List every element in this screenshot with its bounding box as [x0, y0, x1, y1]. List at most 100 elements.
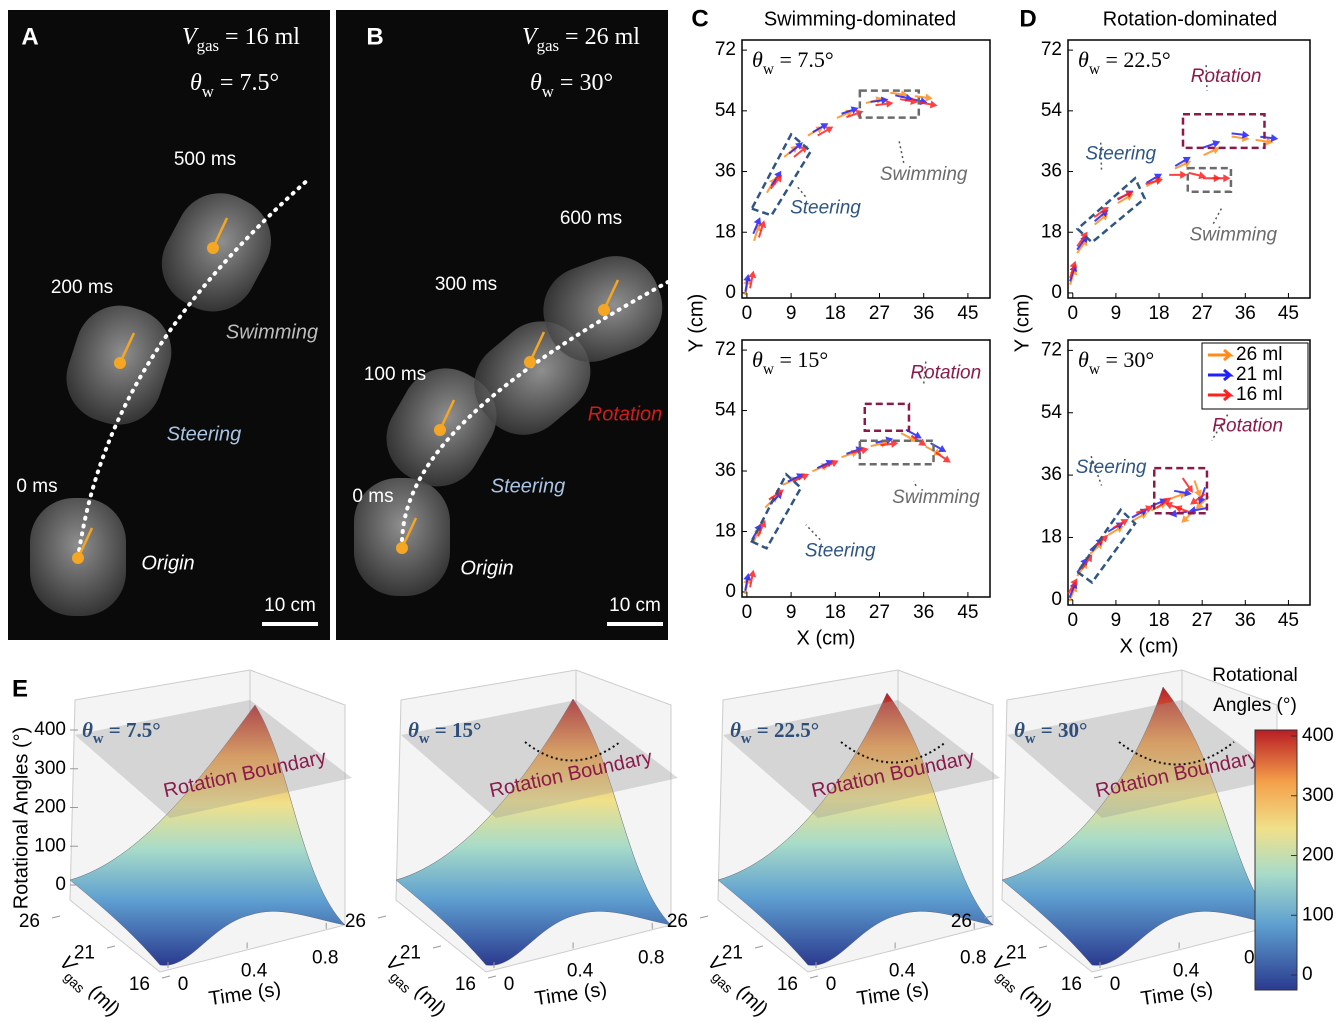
region-label: Steering [790, 198, 861, 219]
v-tick [1039, 946, 1047, 948]
x-tick-label: 36 [1235, 610, 1256, 631]
y-tick-label: 36 [1041, 464, 1062, 485]
t-tick-label: 0.4 [241, 961, 268, 982]
phase-label: Origin [141, 552, 194, 574]
y-tick-label: 54 [1041, 402, 1063, 423]
value-text: = 7.5° [774, 47, 834, 72]
y-tick-label: 54 [1041, 100, 1063, 121]
panel-label: B [366, 23, 383, 50]
x-tick-label: 45 [957, 602, 978, 623]
symbol: θ [730, 718, 741, 742]
t-tick-label: 0.8 [312, 947, 338, 968]
value-text: = 7.5° [104, 718, 161, 742]
x-tick-label: 36 [1235, 303, 1256, 324]
region-label: Swimming [880, 164, 968, 185]
panel-label: C [691, 5, 708, 32]
x-tick-label: 27 [869, 602, 890, 623]
t-tick-label: 0.4 [889, 961, 916, 982]
v-tick-label: 16 [455, 974, 476, 995]
x-tick-label: 18 [1148, 610, 1169, 631]
y-tick-label: 0 [725, 282, 736, 303]
symbol: θ [1078, 347, 1089, 372]
colorbar-tick-label: 400 [1302, 725, 1334, 746]
time-label: 500 ms [174, 149, 236, 170]
y-axis-label: Y (cm) [1011, 294, 1033, 353]
v-tick-label: 26 [951, 911, 972, 932]
t-tick-label: 0.8 [960, 947, 986, 968]
x-axis-label: X (cm) [1120, 635, 1179, 657]
x-tick-label: 36 [913, 602, 934, 623]
region-label: Steering [1085, 144, 1156, 165]
z-axis-label: Rotational Angles (°) [10, 727, 32, 910]
region-label: Rotation [910, 363, 981, 384]
y-tick-label: 36 [715, 161, 736, 182]
value-text: = 30° [1100, 347, 1154, 372]
y-tick-label: 18 [1041, 221, 1062, 242]
x-tick-label: 18 [1148, 303, 1169, 324]
z-tick-label: 0 [55, 874, 66, 895]
region-label: Swimming [1190, 225, 1278, 246]
y-tick-label: 18 [1041, 526, 1062, 547]
region-label: Steering [1076, 457, 1147, 478]
time-label: 300 ms [435, 274, 497, 295]
x-axis-label: X (cm) [797, 627, 856, 649]
y-axis-label: Y (cm) [685, 294, 707, 353]
subscript: w [202, 82, 215, 101]
phase-label: Origin [460, 557, 513, 579]
subscript: w [93, 731, 104, 747]
y-tick-label: 18 [715, 521, 736, 542]
symbol: θ [1014, 718, 1025, 742]
v-tick [755, 946, 763, 948]
scale-label: 10 cm [264, 595, 316, 616]
t-axis-label: Time (s) [1139, 978, 1214, 1010]
panel-heading: Rotation-dominated [1103, 8, 1278, 30]
colorbar-tick-label: 200 [1302, 845, 1334, 866]
y-tick-label: 72 [1041, 339, 1062, 360]
value-text: = 15° [774, 347, 828, 372]
x-tick-label: 0 [742, 602, 753, 623]
x-tick-label: 9 [786, 303, 797, 324]
panel-heading: Swimming-dominated [764, 8, 956, 30]
v-tick [52, 916, 60, 918]
v-tick-label: 26 [667, 911, 688, 932]
colorbar-tick-label: 300 [1302, 785, 1334, 806]
colorbar-title: Rotational [1212, 665, 1298, 686]
y-tick-label: 36 [1041, 161, 1062, 182]
v-tick-label: 16 [1061, 974, 1082, 995]
v-tick [162, 976, 170, 978]
x-tick-label: 45 [957, 303, 978, 324]
time-label: 0 ms [16, 476, 57, 497]
region-label: Rotation [1191, 66, 1262, 87]
t-tick-label: 0 [826, 974, 837, 995]
region-label: Rotation [1212, 416, 1283, 437]
value-text: = 22.5° [1100, 47, 1171, 72]
legend-label: 21 ml [1236, 364, 1282, 385]
y-tick-label: 72 [1041, 39, 1062, 60]
page: AVgas = 16 mlθw = 7.5°500 ms200 ms0 msSw… [0, 0, 1336, 1023]
z-tick-label: 300 [34, 758, 66, 779]
v-tick [1094, 976, 1102, 978]
v-tick-label: 16 [777, 974, 798, 995]
subscript: w [741, 731, 752, 747]
x-tick-label: 27 [869, 303, 890, 324]
t-tick-label: 0 [1110, 974, 1121, 995]
v-tick-label: 16 [129, 974, 150, 995]
value-text: = 15° [430, 718, 482, 742]
panel-label: A [21, 23, 38, 50]
v-tick [700, 916, 708, 918]
x-tick-label: 36 [913, 303, 934, 324]
t-tick-label: 0 [178, 974, 189, 995]
x-tick-label: 45 [1278, 610, 1299, 631]
colorbar-tick-label: 0 [1302, 964, 1313, 985]
z-tick-label: 100 [34, 835, 66, 856]
subscript: gas [197, 36, 219, 55]
value-text: = 22.5° [752, 718, 820, 742]
x-tick-label: 27 [1192, 303, 1213, 324]
t-tick-label: 0.4 [1173, 961, 1200, 982]
phase-label: Swimming [226, 321, 318, 343]
x-tick-label: 0 [1068, 610, 1079, 631]
panel-label: E [12, 675, 28, 702]
v-tick [488, 976, 496, 978]
region-label: Swimming [892, 487, 980, 508]
t-tick-label: 0 [504, 974, 515, 995]
